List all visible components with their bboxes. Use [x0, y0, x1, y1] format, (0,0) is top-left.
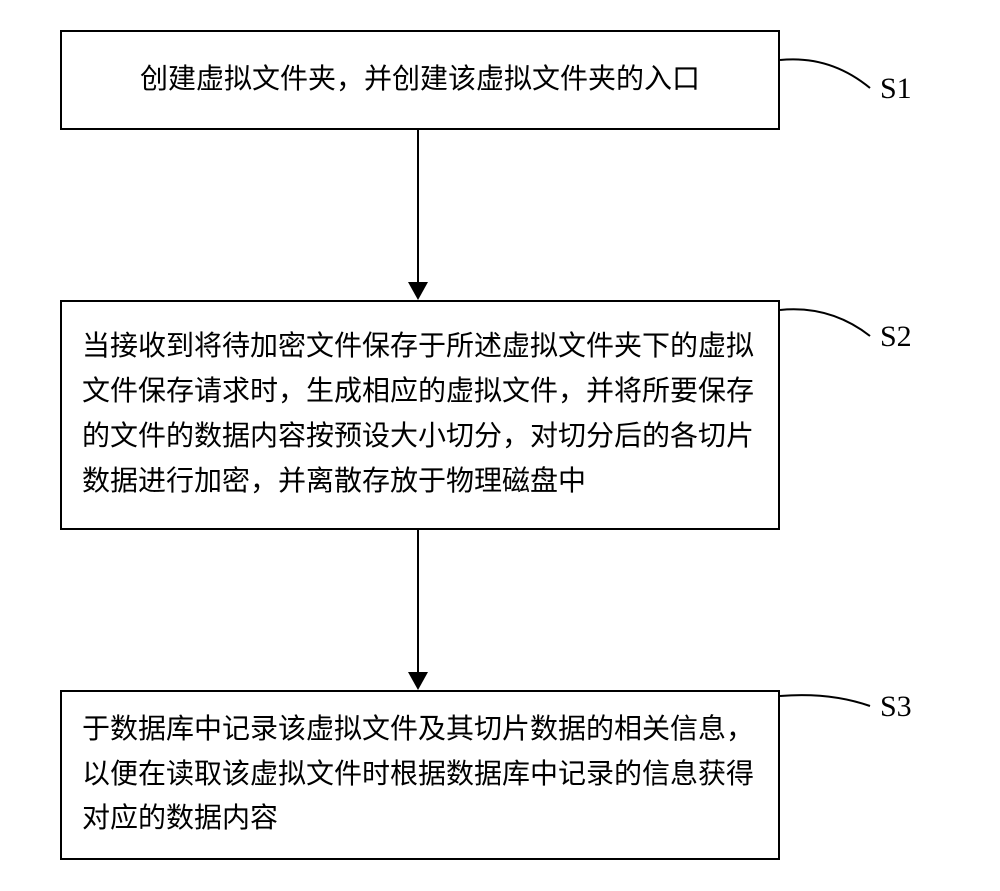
step-label-s1: S1 — [880, 72, 912, 106]
leader-line-s1 — [780, 55, 875, 95]
connector-s2-s3 — [417, 530, 419, 672]
connector-s1-s2 — [417, 130, 419, 282]
step-label-s2: S2 — [880, 320, 912, 354]
flow-step-s2: 当接收到将待加密文件保存于所述虚拟文件夹下的虚拟文件保存请求时，生成相应的虚拟文… — [60, 300, 780, 530]
flow-step-s3-text: 于数据库中记录该虚拟文件及其切片数据的相关信息，以便在读取该虚拟文件时根据数据库… — [82, 708, 758, 842]
step-label-s3: S3 — [880, 690, 912, 724]
arrow-s1-s2 — [408, 282, 428, 300]
flow-step-s3: 于数据库中记录该虚拟文件及其切片数据的相关信息，以便在读取该虚拟文件时根据数据库… — [60, 690, 780, 860]
flow-step-s1: 创建虚拟文件夹，并创建该虚拟文件夹的入口 — [60, 30, 780, 130]
arrow-s2-s3 — [408, 672, 428, 690]
flow-step-s1-text: 创建虚拟文件夹，并创建该虚拟文件夹的入口 — [140, 58, 700, 103]
leader-line-s3 — [780, 692, 875, 717]
flow-step-s2-text: 当接收到将待加密文件保存于所述虚拟文件夹下的虚拟文件保存请求时，生成相应的虚拟文… — [82, 325, 758, 504]
leader-line-s2 — [780, 305, 875, 345]
flowchart-container: 创建虚拟文件夹，并创建该虚拟文件夹的入口 S1 当接收到将待加密文件保存于所述虚… — [0, 0, 1000, 891]
